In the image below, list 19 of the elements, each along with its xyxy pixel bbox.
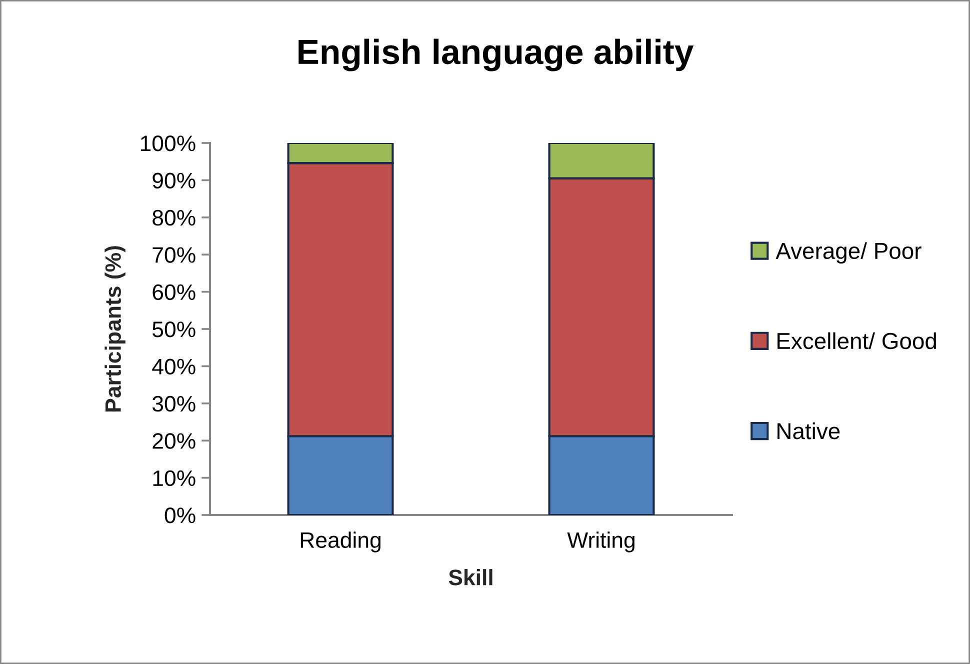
- y-tick-label: 80%: [152, 210, 196, 226]
- legend-label: Excellent/ Good: [778, 332, 936, 350]
- legend-label: Native: [778, 422, 840, 440]
- x-axis-title: Skill: [448, 569, 492, 586]
- legend-label: Average/ Poor: [776, 242, 922, 264]
- x-tick-label: Reading: [300, 532, 380, 552]
- y-tick-label: 100%: [140, 136, 196, 152]
- chart-title: English language ability: [298, 38, 694, 72]
- y-tick-label: 0%: [164, 508, 196, 524]
- y-tick-label: 30%: [152, 396, 196, 412]
- y-tick-label: 10%: [153, 470, 196, 486]
- x-tick-label: Writing: [567, 532, 634, 552]
- y-tick-label: 60%: [152, 284, 196, 300]
- y-tick-label: 90%: [152, 172, 196, 188]
- y-tick-label: 70%: [152, 247, 196, 263]
- y-tick-label: 40%: [152, 358, 196, 374]
- y-tick-label: 20%: [152, 433, 196, 449]
- y-tick-label: 50%: [152, 322, 196, 338]
- y-axis-title: Participants (%): [104, 246, 126, 412]
